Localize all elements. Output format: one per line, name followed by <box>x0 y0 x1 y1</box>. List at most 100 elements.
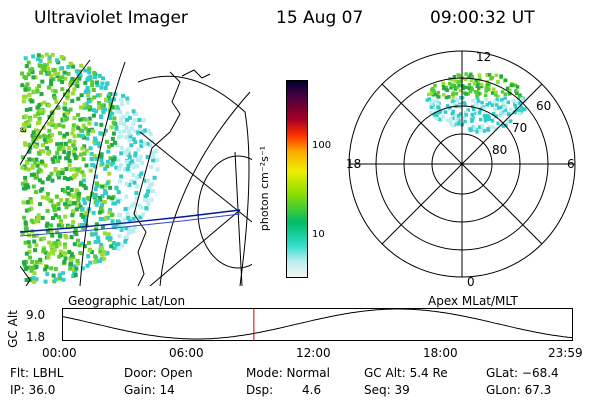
aurora-pixel <box>63 202 68 207</box>
aurora-pixel <box>55 58 59 63</box>
aurora-pixel <box>29 268 34 273</box>
aurora-pixel <box>66 146 71 150</box>
aurora-pixel <box>455 99 459 104</box>
aurora-pixel <box>470 75 475 79</box>
aurora-pixel <box>60 271 65 276</box>
aurora-pixel <box>484 98 489 102</box>
aurora-pixel <box>40 54 44 59</box>
aurora-pixel <box>108 101 113 106</box>
aurora-pixel <box>497 106 501 110</box>
aurora-pixel <box>478 77 482 81</box>
aurora-pixel <box>67 158 72 163</box>
aurora-pixel <box>434 92 439 96</box>
aurora-pixel <box>66 155 71 160</box>
aurora-pixel <box>457 80 461 84</box>
aurora-pixel <box>52 205 57 209</box>
altitude-xtick-0000: 00:00 <box>42 346 77 360</box>
aurora-pixel <box>84 117 89 122</box>
aurora-pixel <box>476 81 480 86</box>
aurora-pixel <box>456 113 461 118</box>
aurora-pixel <box>90 191 95 196</box>
aurora-pixel <box>27 244 32 249</box>
aurora-pixel <box>515 91 519 96</box>
aurora-pixel <box>471 99 475 103</box>
aurora-pixel <box>466 92 470 96</box>
aurora-pixel <box>433 84 437 88</box>
aurora-pixel <box>463 102 467 107</box>
aurora-pixel <box>435 99 439 103</box>
mlt-label-12: 12 <box>476 50 491 64</box>
aurora-pixel <box>43 267 48 272</box>
aurora-pixel <box>71 127 76 132</box>
aurora-pixel <box>110 212 115 217</box>
aurora-pixel <box>65 131 70 136</box>
aurora-pixel <box>463 119 467 124</box>
aurora-pixel <box>72 242 77 247</box>
aurora-pixel <box>89 151 94 156</box>
aurora-pixel <box>455 117 459 122</box>
aurora-pixel <box>23 124 27 129</box>
aurora-pixel <box>33 144 37 149</box>
aurora-pixel <box>455 85 459 89</box>
aurora-pixel <box>100 184 105 189</box>
aurora-pixel <box>119 146 124 151</box>
aurora-pixel <box>125 147 130 152</box>
aurora-pixel <box>126 163 131 168</box>
aurora-pixel <box>99 85 104 90</box>
aurora-pixel <box>78 69 83 74</box>
aurora-pixel <box>498 99 502 103</box>
aurora-pixel <box>66 177 70 182</box>
aurora-pixel <box>56 223 61 228</box>
aurora-pixel <box>143 195 148 200</box>
aurora-pixel <box>96 239 101 244</box>
aurora-pixel <box>127 138 132 143</box>
aurora-pixel <box>36 53 41 58</box>
aurora-pixel <box>60 66 65 71</box>
aurora-pixel <box>23 87 28 92</box>
aurora-pixel <box>115 143 120 148</box>
aurora-pixel <box>105 159 110 164</box>
aurora-pixel <box>104 82 109 86</box>
aurora-pixel <box>477 86 481 90</box>
aurora-pixel <box>24 278 29 282</box>
mlat-label-60: 60 <box>536 99 551 113</box>
aurora-pixel <box>113 140 117 145</box>
aurora-pixel <box>145 141 150 146</box>
aurora-pixel <box>119 100 124 105</box>
aurora-pixel <box>68 61 73 66</box>
aurora-pixel <box>81 173 86 178</box>
aurora-pixel <box>97 259 102 264</box>
aurora-pixel <box>93 164 98 169</box>
aurora-pixel <box>62 150 67 154</box>
aurora-pixel <box>79 93 84 98</box>
aurora-pixel <box>49 249 54 253</box>
aurora-pixel <box>445 88 449 92</box>
aurora-pixel <box>116 199 121 204</box>
ip-field: IP: 36.0 <box>10 383 56 397</box>
altitude-curve <box>62 308 573 340</box>
aurora-pixel <box>451 122 456 126</box>
aurora-pixel <box>40 215 45 220</box>
aurora-pixel <box>122 122 127 126</box>
aurora-pixel <box>23 114 28 119</box>
aurora-pixel <box>82 183 87 188</box>
aurora-pixel <box>67 250 72 254</box>
aurora-pixel <box>72 271 77 275</box>
aurora-pixel <box>73 273 78 278</box>
aurora-pixel <box>49 115 54 120</box>
aurora-pixel <box>124 226 129 231</box>
aurora-pixel <box>454 120 458 125</box>
aurora-pixel <box>92 70 97 75</box>
aurora-pixel <box>63 256 68 261</box>
aurora-pixel <box>97 195 102 200</box>
aurora-pixel <box>449 123 454 127</box>
aurora-pixel <box>61 124 66 129</box>
aurora-pixel <box>22 75 27 79</box>
aurora-pixel <box>84 214 88 219</box>
aurora-pixel <box>103 166 108 171</box>
aurora-pixel <box>131 173 136 177</box>
aurora-pixel <box>480 100 484 105</box>
aurora-pixel <box>79 105 83 110</box>
aurora-pixel <box>93 232 98 237</box>
aurora-pixel <box>495 97 499 102</box>
